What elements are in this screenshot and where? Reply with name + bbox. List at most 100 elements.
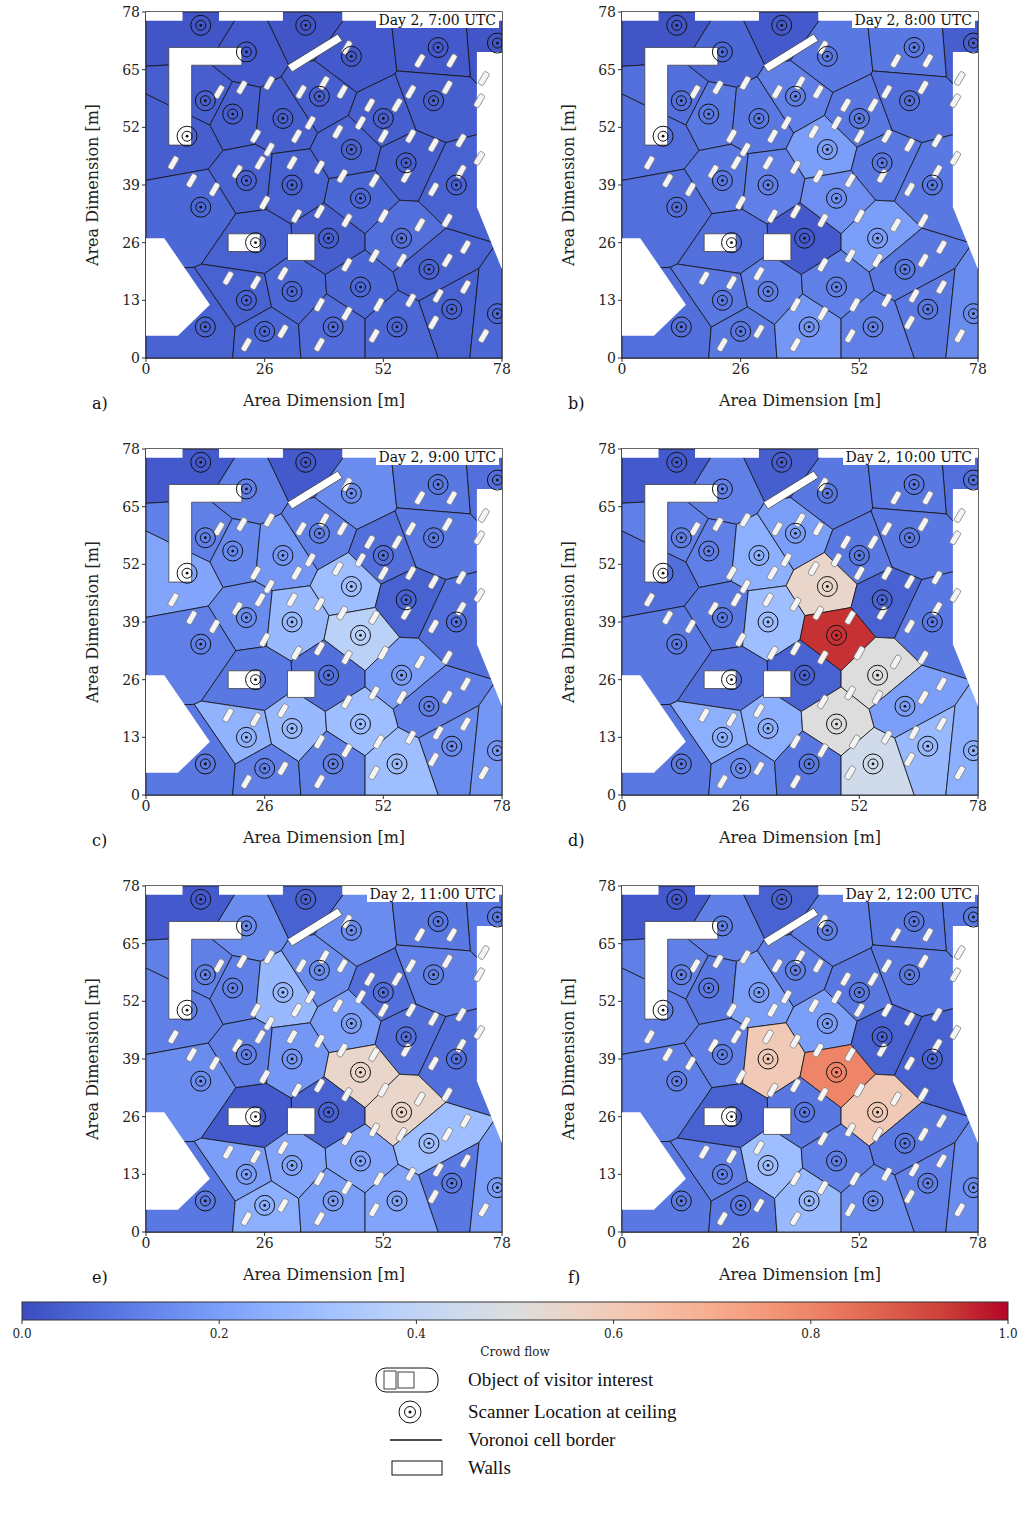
svg-text:26: 26	[122, 672, 140, 688]
svg-text:Area Dimension [m]: Area Dimension [m]	[559, 978, 578, 1141]
svg-text:26: 26	[598, 672, 616, 688]
svg-text:65: 65	[122, 62, 140, 78]
svg-text:0.2: 0.2	[210, 1327, 229, 1341]
html-text:Day 2, 11:00 UTC: Day 2, 11:00 UTC	[369, 886, 496, 902]
svg-text:Object of visitor interest: Object of visitor interest	[468, 1369, 654, 1390]
html-text:Day 2, 9:00 UTC: Day 2, 9:00 UTC	[378, 449, 496, 465]
svg-text:Scanner Location at ceiling: Scanner Location at ceiling	[468, 1401, 677, 1422]
html-text:c): c)	[92, 831, 108, 850]
svg-text:52: 52	[122, 556, 140, 572]
svg-text:13: 13	[122, 292, 140, 308]
svg-text:52: 52	[850, 798, 868, 814]
svg-text:0: 0	[618, 1235, 627, 1251]
svg-text:52: 52	[122, 119, 140, 135]
html-text:Day 2, 7:00 UTC: Day 2, 7:00 UTC	[378, 12, 496, 28]
svg-text:Area Dimension [m]: Area Dimension [m]	[559, 104, 578, 267]
svg-text:26: 26	[598, 1109, 616, 1125]
svg-text:52: 52	[374, 361, 392, 377]
svg-text:78: 78	[493, 1235, 511, 1251]
svg-text:0: 0	[131, 350, 140, 366]
svg-text:26: 26	[122, 1109, 140, 1125]
svg-text:0: 0	[607, 787, 616, 803]
svg-text:52: 52	[850, 1235, 868, 1251]
svg-text:52: 52	[850, 361, 868, 377]
svg-text:13: 13	[122, 1166, 140, 1182]
svg-text:1.0: 1.0	[998, 1327, 1017, 1341]
svg-text:0: 0	[142, 798, 151, 814]
svg-text:26: 26	[732, 1235, 750, 1251]
svg-text:Area Dimension [m]: Area Dimension [m]	[242, 828, 405, 847]
svg-text:78: 78	[969, 1235, 987, 1251]
html-text:e): e)	[92, 1268, 108, 1287]
html-text:Day 2, 10:00 UTC: Day 2, 10:00 UTC	[845, 449, 972, 465]
svg-text:Area Dimension [m]: Area Dimension [m]	[83, 104, 102, 267]
svg-text:39: 39	[122, 1051, 140, 1067]
svg-text:65: 65	[598, 499, 616, 515]
svg-text:78: 78	[969, 361, 987, 377]
svg-text:65: 65	[598, 936, 616, 952]
svg-text:0.8: 0.8	[801, 1327, 820, 1341]
svg-text:Area Dimension [m]: Area Dimension [m]	[83, 541, 102, 704]
svg-text:78: 78	[493, 798, 511, 814]
svg-text:0: 0	[131, 787, 140, 803]
svg-text:39: 39	[122, 614, 140, 630]
svg-text:52: 52	[122, 993, 140, 1009]
html-text:Day 2, 8:00 UTC: Day 2, 8:00 UTC	[854, 12, 972, 28]
svg-text:0: 0	[131, 1224, 140, 1240]
svg-text:Crowd flow: Crowd flow	[480, 1345, 550, 1359]
svg-text:Area Dimension [m]: Area Dimension [m]	[83, 978, 102, 1141]
svg-text:Walls: Walls	[468, 1457, 511, 1478]
svg-text:0: 0	[607, 350, 616, 366]
svg-text:39: 39	[598, 1051, 616, 1067]
svg-text:78: 78	[122, 4, 140, 20]
svg-text:0: 0	[142, 1235, 151, 1251]
svg-text:78: 78	[122, 441, 140, 457]
svg-text:Area Dimension [m]: Area Dimension [m]	[718, 391, 881, 410]
svg-text:Area Dimension [m]: Area Dimension [m]	[718, 1265, 881, 1284]
svg-text:Area Dimension [m]: Area Dimension [m]	[242, 1265, 405, 1284]
svg-text:39: 39	[598, 177, 616, 193]
svg-text:26: 26	[598, 235, 616, 251]
svg-text:52: 52	[374, 1235, 392, 1251]
svg-text:13: 13	[598, 1166, 616, 1182]
svg-text:65: 65	[598, 62, 616, 78]
svg-text:78: 78	[598, 441, 616, 457]
html-text:d): d)	[568, 831, 585, 850]
svg-text:52: 52	[374, 798, 392, 814]
svg-text:Area Dimension [m]: Area Dimension [m]	[242, 391, 405, 410]
svg-text:26: 26	[256, 1235, 274, 1251]
svg-text:39: 39	[122, 177, 140, 193]
svg-text:78: 78	[969, 798, 987, 814]
svg-text:78: 78	[598, 4, 616, 20]
svg-text:13: 13	[122, 729, 140, 745]
svg-text:0: 0	[618, 798, 627, 814]
html-text:a): a)	[92, 394, 108, 413]
svg-text:65: 65	[122, 936, 140, 952]
svg-text:0: 0	[607, 1224, 616, 1240]
svg-text:26: 26	[732, 361, 750, 377]
svg-text:39: 39	[598, 614, 616, 630]
svg-text:0.4: 0.4	[407, 1327, 426, 1341]
svg-text:13: 13	[598, 292, 616, 308]
html-text:Day 2, 12:00 UTC: Day 2, 12:00 UTC	[845, 886, 972, 902]
svg-text:26: 26	[256, 361, 274, 377]
svg-text:0: 0	[142, 361, 151, 377]
svg-text:Area Dimension [m]: Area Dimension [m]	[718, 828, 881, 847]
svg-text:78: 78	[493, 361, 511, 377]
svg-text:0.6: 0.6	[604, 1327, 623, 1341]
svg-text:52: 52	[598, 993, 616, 1009]
svg-text:52: 52	[598, 556, 616, 572]
svg-text:0.0: 0.0	[12, 1327, 31, 1341]
svg-text:78: 78	[598, 878, 616, 894]
svg-text:0: 0	[618, 361, 627, 377]
svg-text:26: 26	[122, 235, 140, 251]
svg-text:52: 52	[598, 119, 616, 135]
svg-text:65: 65	[122, 499, 140, 515]
svg-text:26: 26	[256, 798, 274, 814]
html-text:b): b)	[568, 394, 585, 413]
svg-text:78: 78	[122, 878, 140, 894]
svg-text:Area Dimension [m]: Area Dimension [m]	[559, 541, 578, 704]
svg-text:26: 26	[732, 798, 750, 814]
svg-text:13: 13	[598, 729, 616, 745]
svg-text:Voronoi cell border: Voronoi cell border	[468, 1429, 616, 1450]
